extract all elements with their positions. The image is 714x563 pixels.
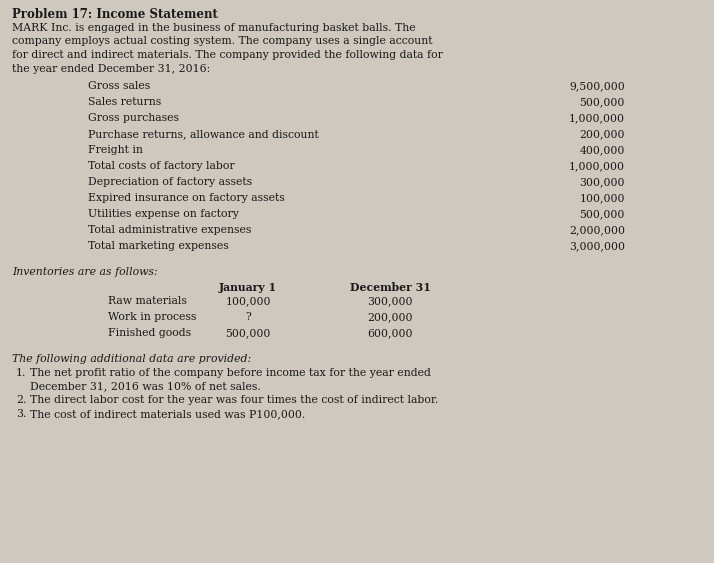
Text: December 31: December 31 — [350, 282, 431, 293]
Text: Depreciation of factory assets: Depreciation of factory assets — [88, 177, 252, 187]
Text: Total administrative expenses: Total administrative expenses — [88, 225, 251, 235]
Text: The net profit ratio of the company before income tax for the year ended: The net profit ratio of the company befo… — [30, 368, 431, 378]
Text: Utilities expense on factory: Utilities expense on factory — [88, 209, 239, 219]
Text: ?: ? — [245, 312, 251, 322]
Text: December 31, 2016 was 10% of net sales.: December 31, 2016 was 10% of net sales. — [30, 381, 261, 391]
Text: Problem 17: Income Statement: Problem 17: Income Statement — [12, 8, 218, 21]
Text: 200,000: 200,000 — [367, 312, 413, 322]
Text: 100,000: 100,000 — [225, 296, 271, 306]
Text: company employs actual costing system. The company uses a single account: company employs actual costing system. T… — [12, 37, 433, 47]
Text: 1,000,000: 1,000,000 — [569, 161, 625, 171]
Text: The direct labor cost for the year was four times the cost of indirect labor.: The direct labor cost for the year was f… — [30, 395, 438, 405]
Text: 400,000: 400,000 — [580, 145, 625, 155]
Text: Freight in: Freight in — [88, 145, 143, 155]
Text: 3,000,000: 3,000,000 — [569, 241, 625, 251]
Text: 2,000,000: 2,000,000 — [569, 225, 625, 235]
Text: Expired insurance on factory assets: Expired insurance on factory assets — [88, 193, 285, 203]
Text: 500,000: 500,000 — [580, 209, 625, 219]
Text: The following additional data are provided:: The following additional data are provid… — [12, 354, 251, 364]
Text: Total costs of factory labor: Total costs of factory labor — [88, 161, 235, 171]
Text: 500,000: 500,000 — [580, 97, 625, 107]
Text: Work in process: Work in process — [108, 312, 196, 322]
Text: Finished goods: Finished goods — [108, 328, 191, 338]
Text: Total marketing expenses: Total marketing expenses — [88, 241, 228, 251]
Text: MARK Inc. is engaged in the business of manufacturing basket balls. The: MARK Inc. is engaged in the business of … — [12, 23, 416, 33]
Text: 300,000: 300,000 — [580, 177, 625, 187]
Text: 2.: 2. — [16, 395, 26, 405]
Text: 100,000: 100,000 — [580, 193, 625, 203]
Text: 3.: 3. — [16, 409, 26, 419]
Text: The cost of indirect materials used was P100,000.: The cost of indirect materials used was … — [30, 409, 306, 419]
Text: 200,000: 200,000 — [580, 129, 625, 139]
Text: January 1: January 1 — [219, 282, 277, 293]
Text: the year ended December 31, 2016:: the year ended December 31, 2016: — [12, 64, 210, 74]
Text: 500,000: 500,000 — [226, 328, 271, 338]
Text: Inventories are as follows:: Inventories are as follows: — [12, 267, 158, 277]
Text: Sales returns: Sales returns — [88, 97, 161, 107]
Text: Raw materials: Raw materials — [108, 296, 187, 306]
Text: 1.: 1. — [16, 368, 26, 378]
Text: 1,000,000: 1,000,000 — [569, 113, 625, 123]
Text: Gross sales: Gross sales — [88, 81, 150, 91]
Text: for direct and indirect materials. The company provided the following data for: for direct and indirect materials. The c… — [12, 50, 443, 60]
Text: Gross purchases: Gross purchases — [88, 113, 179, 123]
Text: 300,000: 300,000 — [367, 296, 413, 306]
Text: Purchase returns, allowance and discount: Purchase returns, allowance and discount — [88, 129, 318, 139]
Text: 600,000: 600,000 — [367, 328, 413, 338]
Text: 9,500,000: 9,500,000 — [569, 81, 625, 91]
